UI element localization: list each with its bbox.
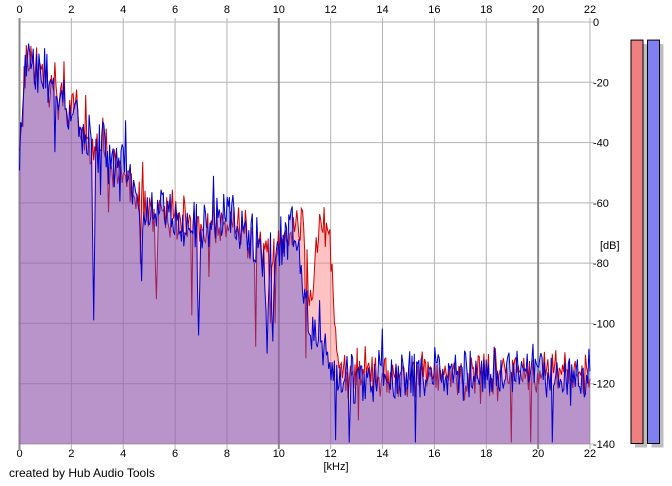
x-tick-label-bottom: 6 [172, 448, 178, 460]
x-tick-label-top: 12 [325, 4, 337, 16]
x-tick-label-top: 16 [428, 4, 440, 16]
y-tick-label: -120 [593, 379, 615, 391]
y-tick-label: -80 [593, 258, 609, 270]
x-tick-label-bottom: 12 [325, 448, 337, 460]
right-peak-meter [647, 39, 660, 444]
axis-labels: 002244668810101212141416161818202022220-… [16, 4, 615, 460]
peak-meters [630, 39, 664, 448]
x-tick-label-top: 0 [16, 4, 22, 16]
credit-text: created by Hub Audio Tools [9, 466, 155, 480]
x-tick-label-bottom: 14 [376, 448, 388, 460]
y-tick-label: -100 [593, 318, 615, 330]
x-tick-label-top: 8 [224, 4, 230, 16]
x-tick-label-bottom: 2 [68, 448, 74, 460]
x-tick-label-bottom: 10 [273, 448, 285, 460]
x-axis-unit-label: [kHz] [323, 461, 349, 473]
x-tick-label-bottom: 16 [428, 448, 440, 460]
x-tick-label-bottom: 18 [480, 448, 492, 460]
left-peak-meter [630, 39, 644, 444]
x-tick-label-bottom: 8 [224, 448, 230, 460]
y-tick-label: -140 [593, 439, 615, 451]
y-tick-label: -40 [593, 138, 609, 150]
x-tick-label-top: 22 [584, 4, 596, 16]
x-tick-label-bottom: 4 [120, 448, 126, 460]
x-tick-label-top: 14 [376, 4, 388, 16]
x-tick-label-bottom: 20 [532, 448, 544, 460]
x-tick-label-top: 20 [532, 4, 544, 16]
y-tick-label: -20 [593, 77, 609, 89]
x-tick-label-bottom: 22 [584, 448, 596, 460]
x-tick-label-top: 10 [273, 4, 285, 16]
y-tick-label: 0 [593, 17, 599, 29]
x-tick-label-top: 2 [68, 4, 74, 16]
x-tick-label-top: 6 [172, 4, 178, 16]
y-tick-label: -60 [593, 198, 609, 210]
x-tick-label-top: 18 [480, 4, 492, 16]
x-tick-label-top: 4 [120, 4, 126, 16]
blue-spectrum-area [19, 43, 590, 444]
red-spectrum-area [19, 45, 590, 444]
x-tick-label-bottom: 0 [16, 448, 22, 460]
y-axis-unit-label: [dB] [600, 240, 620, 252]
spectra [19, 43, 591, 444]
blue-spectrum-line [19, 43, 591, 443]
